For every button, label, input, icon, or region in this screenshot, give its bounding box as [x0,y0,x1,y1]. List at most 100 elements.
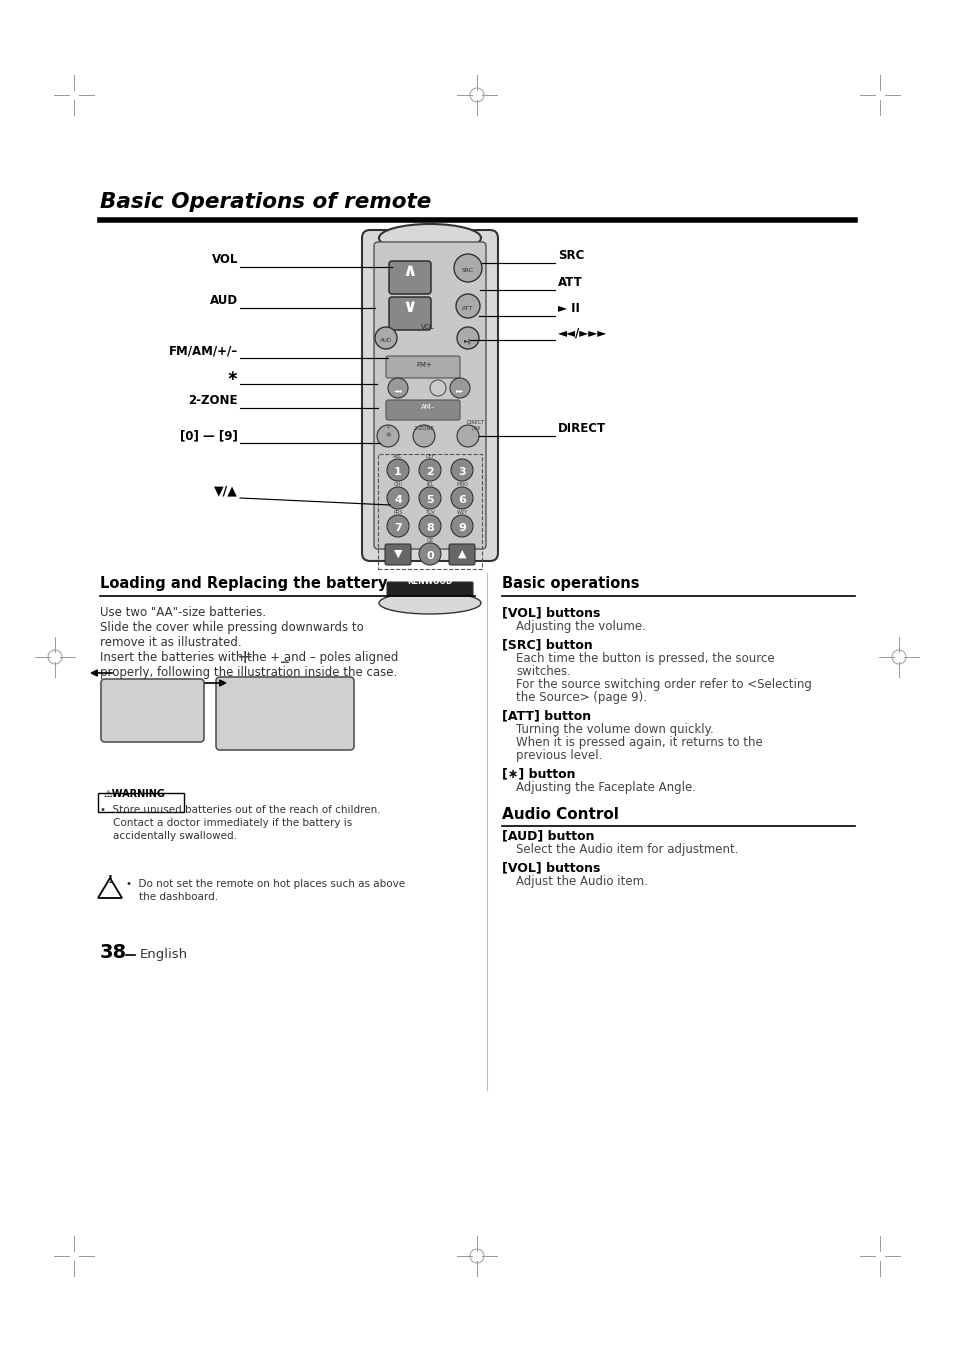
Text: the dashboard.: the dashboard. [126,892,218,902]
Text: AUD: AUD [379,338,392,343]
FancyBboxPatch shape [387,582,473,596]
Text: 9: 9 [457,523,465,534]
Text: Slide the cover while pressing downwards to: Slide the cover while pressing downwards… [100,621,363,634]
Circle shape [451,515,473,536]
Text: OZ: OZ [426,538,433,543]
Text: 5: 5 [426,494,434,505]
Text: AM–: AM– [420,404,435,409]
Text: •  Store unused batteries out of the reach of children.: • Store unused batteries out of the reac… [100,805,380,815]
Text: Select the Audio item for adjustment.: Select the Audio item for adjustment. [516,843,738,857]
Text: 6: 6 [457,494,465,505]
Text: DIRECT
/OK: DIRECT /OK [466,420,484,431]
Text: TUV: TUV [425,509,435,515]
FancyBboxPatch shape [449,544,475,565]
Text: +: + [236,648,253,667]
Text: 38: 38 [100,943,127,962]
Circle shape [450,378,470,399]
Text: properly, following the illustration inside the case.: properly, following the illustration ins… [100,666,396,680]
Circle shape [451,486,473,509]
Text: [SRC] button: [SRC] button [501,638,592,651]
Text: Basic Operations of remote: Basic Operations of remote [100,192,431,212]
Text: 8: 8 [426,523,434,534]
Text: the Source> (page 9).: the Source> (page 9). [516,690,646,704]
Text: JKL: JKL [426,482,434,486]
Text: For the source switching order refer to <Selecting: For the source switching order refer to … [516,678,811,690]
Text: switches.: switches. [516,665,570,678]
Text: ▲: ▲ [457,549,466,559]
FancyBboxPatch shape [215,677,354,750]
Text: ►►: ►► [456,388,464,393]
Text: ▼: ▼ [394,549,402,559]
Text: ⚠WARNING: ⚠WARNING [104,789,166,798]
Text: Adjust the Audio item.: Adjust the Audio item. [516,875,647,888]
Text: DIRECT: DIRECT [558,422,605,435]
Text: 7: 7 [394,523,401,534]
Text: accidentally swallowed.: accidentally swallowed. [100,831,236,842]
FancyBboxPatch shape [361,230,497,561]
Text: ► II: ► II [558,303,579,315]
Circle shape [418,543,440,565]
Text: Adjusting the volume.: Adjusting the volume. [516,620,645,634]
Circle shape [451,459,473,481]
Text: FM+: FM+ [416,362,432,367]
Circle shape [375,327,396,349]
Text: GHI: GHI [393,482,402,486]
Circle shape [418,515,440,536]
Circle shape [456,295,479,317]
Circle shape [456,327,478,349]
Text: Adjusting the Faceplate Angle.: Adjusting the Faceplate Angle. [516,781,696,794]
FancyBboxPatch shape [386,400,459,420]
Circle shape [388,378,408,399]
Text: Audio Control: Audio Control [501,807,618,821]
FancyBboxPatch shape [389,261,431,295]
Text: 2: 2 [426,467,434,477]
Ellipse shape [378,592,480,613]
Text: WXY: WXY [456,509,467,515]
Text: 2-ZONE: 2-ZONE [413,426,434,431]
Circle shape [376,426,398,447]
Text: VOL: VOL [420,324,435,330]
Text: 4: 4 [394,494,401,505]
Text: [∗] button: [∗] button [501,767,575,780]
FancyBboxPatch shape [374,242,485,549]
Text: 1: 1 [394,467,401,477]
Text: When it is pressed again, it returns to the: When it is pressed again, it returns to … [516,736,762,748]
Text: ▼/▲: ▼/▲ [213,484,237,497]
Text: Each time the button is pressed, the source: Each time the button is pressed, the sou… [516,653,774,665]
Text: MNO: MNO [456,482,467,486]
Ellipse shape [378,224,480,253]
Text: English: English [140,948,188,961]
Text: Contact a doctor immediately if the battery is: Contact a doctor immediately if the batt… [100,817,352,828]
Text: SRC: SRC [461,267,474,273]
Circle shape [454,254,481,282]
Circle shape [413,426,435,447]
Text: [VOL] buttons: [VOL] buttons [501,607,599,619]
Text: –: – [280,653,290,671]
Text: remove it as illustrated.: remove it as illustrated. [100,636,241,648]
Text: 0: 0 [426,551,434,561]
Circle shape [387,515,409,536]
Text: •  Do not set the remote on hot places such as above: • Do not set the remote on hot places su… [126,880,405,889]
Text: ◄◄: ◄◄ [394,388,402,393]
Circle shape [418,459,440,481]
Circle shape [387,486,409,509]
Circle shape [456,426,478,447]
FancyBboxPatch shape [98,793,184,812]
Text: previous level.: previous level. [516,748,601,762]
Text: SRC: SRC [558,249,584,262]
Text: KENWOOD: KENWOOD [407,577,453,586]
Text: Loading and Replacing the battery: Loading and Replacing the battery [100,576,387,590]
Text: ATT: ATT [462,305,474,311]
Text: DEF: DEF [425,454,435,459]
Text: [AUD] button: [AUD] button [501,830,594,842]
Text: Use two "AA"-size batteries.: Use two "AA"-size batteries. [100,607,266,619]
FancyBboxPatch shape [101,680,204,742]
Text: *: * [386,426,389,431]
FancyBboxPatch shape [386,357,459,378]
Text: ∗: ∗ [226,369,237,382]
Text: Insert the batteries with the + and – poles aligned: Insert the batteries with the + and – po… [100,651,398,663]
FancyBboxPatch shape [389,297,431,330]
Text: ∨: ∨ [402,299,416,316]
Circle shape [418,486,440,509]
Text: Basic operations: Basic operations [501,576,639,590]
